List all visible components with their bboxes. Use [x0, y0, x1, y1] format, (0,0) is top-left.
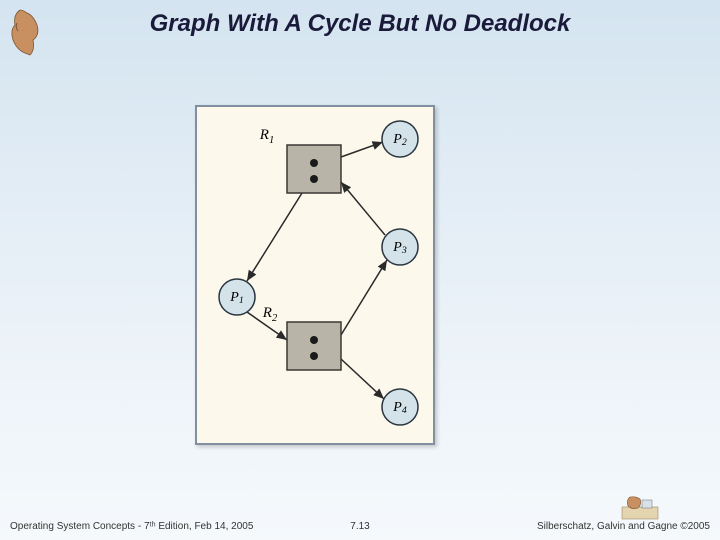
resource-allocation-graph: R1 R2 P1 P2 P3 P4 [195, 105, 435, 445]
resource-R1: R1 [259, 127, 341, 193]
resource-label-R2: R2 [262, 305, 278, 324]
resource-label-R1: R1 [259, 127, 274, 146]
resource-R2-instance-0 [310, 336, 318, 344]
process-P3: P3 [382, 229, 418, 265]
resource-R1-instance-1 [310, 175, 318, 183]
slide-title: Graph With A Cycle But No Deadlock [0, 10, 720, 38]
edge-R2.i2-P4 [341, 359, 384, 399]
edge-P3-R1 [341, 182, 385, 235]
footer-page-number: 7.13 [350, 521, 369, 532]
process-P2: P2 [382, 121, 418, 157]
footer-right-text: Silberschatz, Galvin and Gagne ©2005 [537, 521, 710, 532]
resource-R1-instance-0 [310, 159, 318, 167]
edge-R1.i1-P2 [341, 142, 383, 157]
process-P4: P4 [382, 389, 418, 425]
process-P1: P1 [219, 279, 255, 315]
edge-R1.i2-P1 [247, 193, 302, 281]
dinosaur-logo-bottom [620, 492, 660, 522]
edge-R2.i1-P3 [341, 260, 387, 335]
resource-R2-instance-1 [310, 352, 318, 360]
footer-left-text: Operating System Concepts - 7ᵗʰ Edition,… [10, 521, 253, 532]
resource-R2: R2 [262, 305, 341, 370]
